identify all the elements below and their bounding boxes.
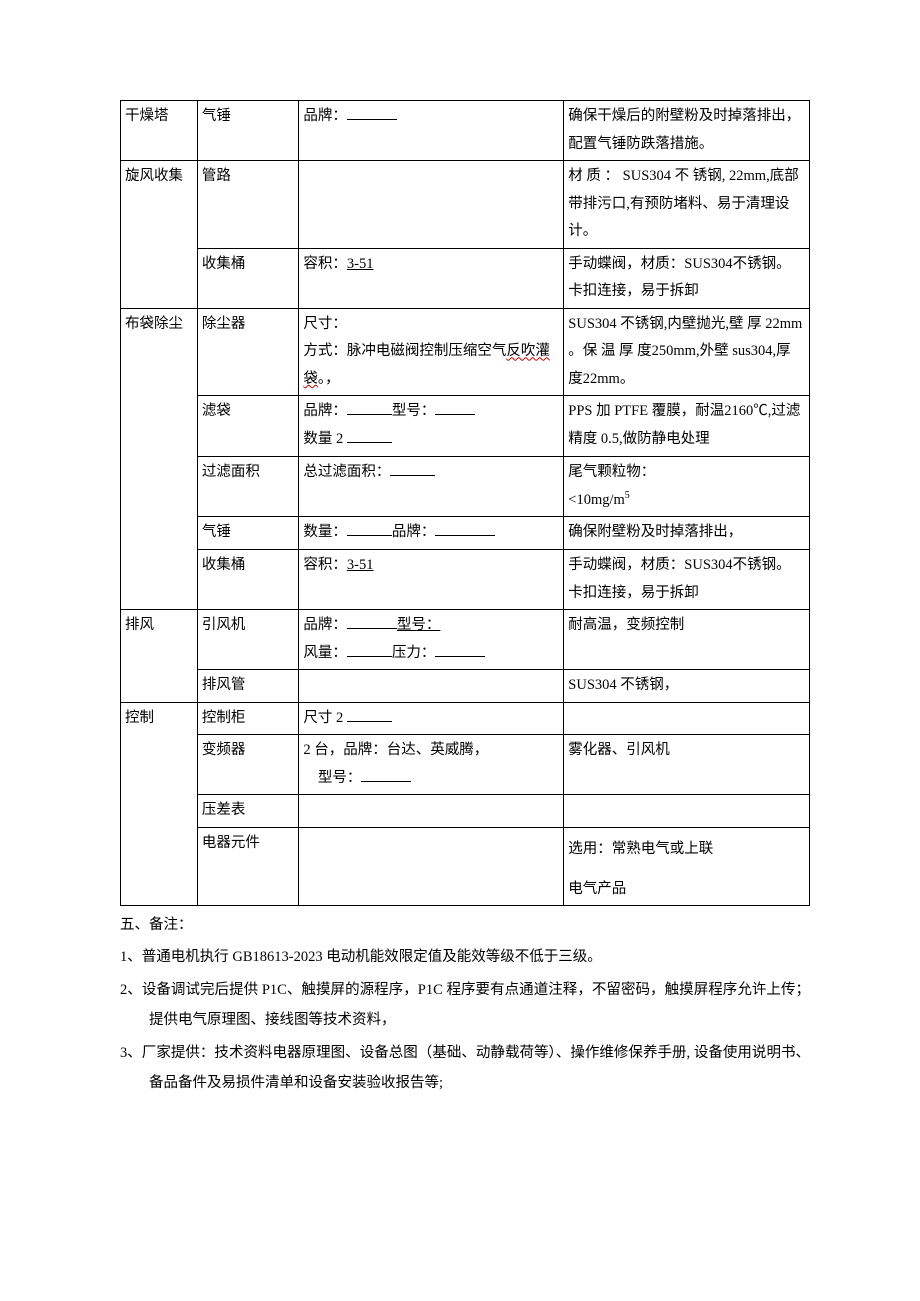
category-cell: 布袋除尘	[121, 308, 198, 609]
spec-cell: 品牌：	[299, 101, 564, 161]
notes-cell: 手动蝶阀，材质：SUS304不锈钢。卡扣连接，易于拆卸	[564, 248, 810, 308]
component-cell: 除尘器	[197, 308, 298, 396]
table-row: 压差表	[121, 795, 810, 828]
notes-cell: 耐高温，变频控制	[564, 610, 810, 670]
table-row: 干燥塔气锤品牌：确保干燥后的附壁粉及时掉落排出，配置气锤防跌落措施。	[121, 101, 810, 161]
notes-cell: 材 质 ： SUS304 不 锈钢, 22mm,底部带排污口,有预防堵料、易于清…	[564, 161, 810, 249]
spec-cell: 品牌：型号：风量：压力：	[299, 610, 564, 670]
notes-cell: PPS 加 PTFE 覆膜，耐温2160℃,过滤精度 0.5,做防静电处理	[564, 396, 810, 456]
spec-cell	[299, 795, 564, 828]
component-cell: 变频器	[197, 735, 298, 795]
spec-cell: 容积：3-51	[299, 248, 564, 308]
table-row: 滤袋品牌：型号：数量 2 PPS 加 PTFE 覆膜，耐温2160℃,过滤精度 …	[121, 396, 810, 456]
spec-cell: 尺寸：方式：脉冲电磁阀控制压缩空气反吹灌袋。，	[299, 308, 564, 396]
notes-cell	[564, 795, 810, 828]
notes-cell: 确保附壁粉及时掉落排出，	[564, 517, 810, 550]
table-row: 收集桶容积：3-51手动蝶阀，材质：SUS304不锈钢。卡扣连接，易于拆卸	[121, 248, 810, 308]
notes-cell: SUS304 不锈钢,内壁抛光,壁 厚 22mm 。保 温 厚 度250mm,外…	[564, 308, 810, 396]
table-row: 旋风收集管路材 质 ： SUS304 不 锈钢, 22mm,底部带排污口,有预防…	[121, 161, 810, 249]
table-row: 控制控制柜尺寸 2	[121, 702, 810, 735]
table-row: 过滤面积总过滤面积：尾气颗粒物：<10mg/m5	[121, 456, 810, 517]
category-cell: 旋风收集	[121, 161, 198, 309]
notes-cell: 选用：常熟电气或上联电气产品	[564, 827, 810, 905]
spec-cell: 数量：品牌：	[299, 517, 564, 550]
spec-cell: 容积：3-51	[299, 550, 564, 610]
component-cell: 滤袋	[197, 396, 298, 456]
category-cell: 干燥塔	[121, 101, 198, 161]
notes-cell: 尾气颗粒物：<10mg/m5	[564, 456, 810, 517]
table-row: 变频器2 台，品牌：台达、英威腾， 型号：雾化器、引风机	[121, 735, 810, 795]
spec-cell	[299, 827, 564, 905]
component-cell: 电器元件	[197, 827, 298, 905]
table-row: 收集桶容积：3-51手动蝶阀，材质：SUS304不锈钢。卡扣连接，易于拆卸	[121, 550, 810, 610]
component-cell: 收集桶	[197, 550, 298, 610]
component-cell: 控制柜	[197, 702, 298, 735]
spec-cell	[299, 670, 564, 703]
notes-item: 2、设备调试完后提供 P1C、触摸屏的源程序，P1C 程序要有点通道注释，不留密…	[120, 975, 810, 1036]
component-cell: 压差表	[197, 795, 298, 828]
notes-item: 1、普通电机执行 GB18613-2023 电动机能效限定值及能效等级不低于三级…	[120, 942, 810, 972]
table-row: 布袋除尘除尘器尺寸：方式：脉冲电磁阀控制压缩空气反吹灌袋。，SUS304 不锈钢…	[121, 308, 810, 396]
category-cell: 排风	[121, 610, 198, 703]
category-cell: 控制	[121, 702, 198, 905]
notes-cell: 确保干燥后的附壁粉及时掉落排出，配置气锤防跌落措施。	[564, 101, 810, 161]
table-row: 排风管 SUS304 不锈钢，	[121, 670, 810, 703]
table-row: 电器元件 选用：常熟电气或上联电气产品	[121, 827, 810, 905]
spec-cell	[299, 161, 564, 249]
table-row: 排风引风机品牌：型号：风量：压力：耐高温，变频控制	[121, 610, 810, 670]
document-page: 干燥塔气锤品牌：确保干燥后的附壁粉及时掉落排出，配置气锤防跌落措施。旋风收集管路…	[0, 0, 920, 1159]
component-cell: 过滤面积	[197, 456, 298, 517]
spec-cell: 品牌：型号：数量 2	[299, 396, 564, 456]
component-cell: 引风机	[197, 610, 298, 670]
spec-cell: 总过滤面积：	[299, 456, 564, 517]
spec-table: 干燥塔气锤品牌：确保干燥后的附壁粉及时掉落排出，配置气锤防跌落措施。旋风收集管路…	[120, 100, 810, 906]
notes-cell	[564, 702, 810, 735]
component-cell: 管路	[197, 161, 298, 249]
component-cell: 气锤	[197, 101, 298, 161]
component-cell: 气锤	[197, 517, 298, 550]
table-row: 气锤数量：品牌：确保附壁粉及时掉落排出，	[121, 517, 810, 550]
component-cell: 收集桶	[197, 248, 298, 308]
spec-cell: 尺寸 2	[299, 702, 564, 735]
spec-cell: 2 台，品牌：台达、英威腾， 型号：	[299, 735, 564, 795]
notes-section: 五、备注： 1、普通电机执行 GB18613-2023 电动机能效限定值及能效等…	[120, 910, 810, 1099]
notes-cell: 手动蝶阀，材质：SUS304不锈钢。卡扣连接，易于拆卸	[564, 550, 810, 610]
notes-heading: 五、备注：	[120, 910, 810, 940]
component-cell: 排风管	[197, 670, 298, 703]
notes-cell: SUS304 不锈钢，	[564, 670, 810, 703]
notes-item: 3、厂家提供：技术资料电器原理图、设备总图（基础、动静载荷等）、操作维修保养手册…	[120, 1038, 810, 1099]
notes-cell: 雾化器、引风机	[564, 735, 810, 795]
